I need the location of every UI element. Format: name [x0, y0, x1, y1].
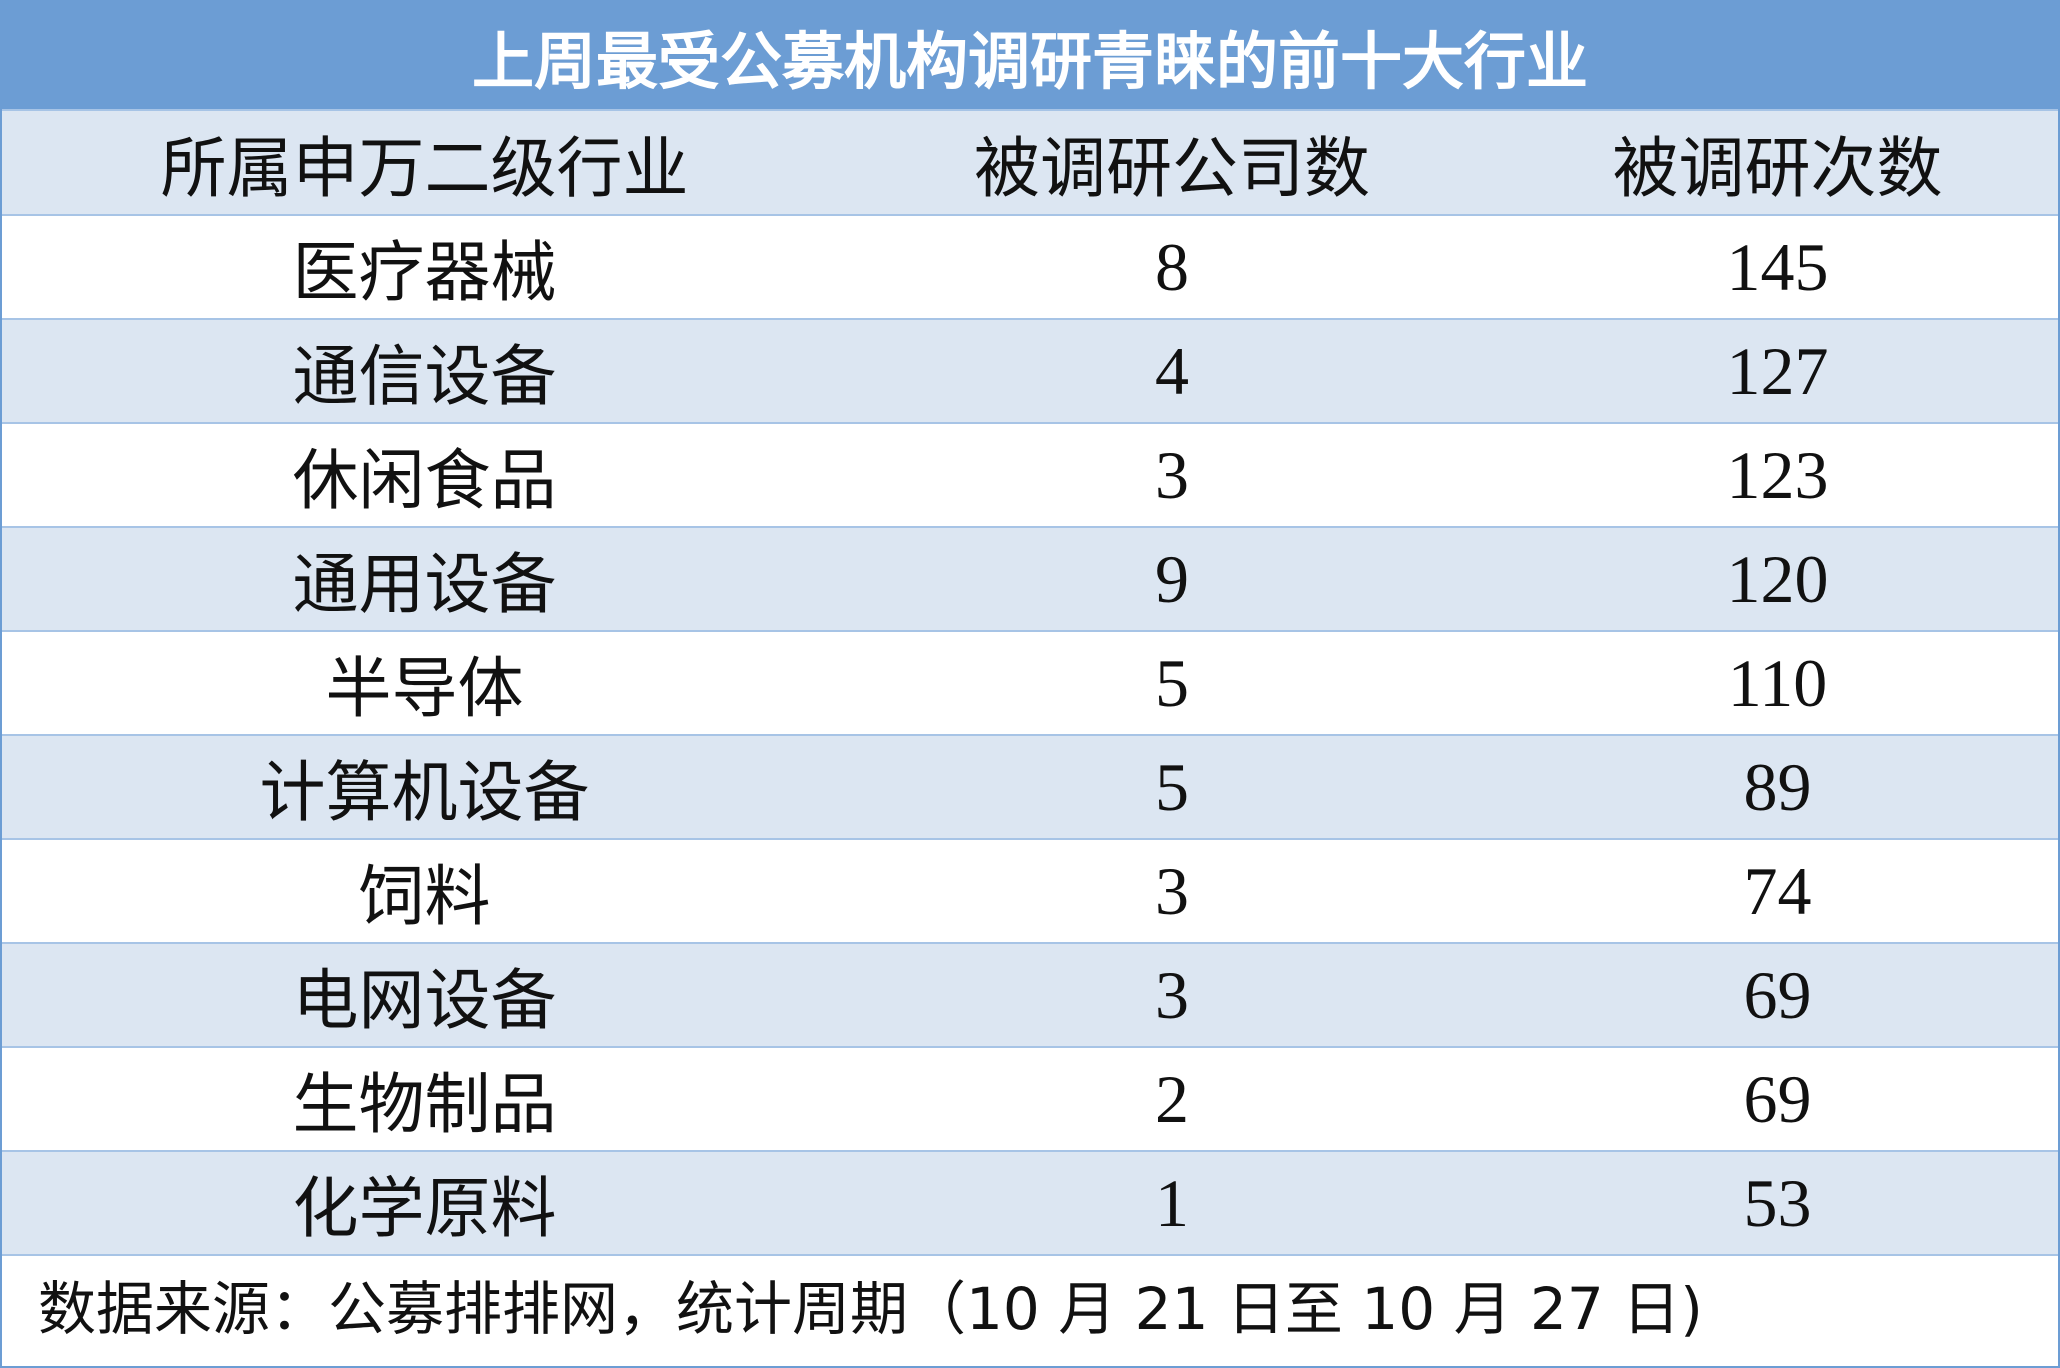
count-cell: 110	[1497, 630, 2058, 735]
count-cell: 5	[847, 630, 1497, 735]
industry-cell: 化学原料	[2, 1150, 847, 1254]
industry-cell: 饲料	[2, 838, 847, 943]
industry-cell: 生物制品	[2, 1046, 847, 1151]
table-row: 饲料 3 74	[2, 838, 2058, 943]
title-row: 上周最受公募机构调研青睐的前十大行业	[2, 2, 2058, 110]
count-cell: 3	[847, 422, 1497, 527]
table-row: 通信设备 4 127	[2, 318, 2058, 423]
table-row: 计算机设备 5 89	[2, 734, 2058, 839]
count-cell: 120	[1497, 526, 2058, 631]
table-row: 医疗器械 8 145	[2, 214, 2058, 319]
count-cell: 53	[1497, 1150, 2058, 1254]
header-row: 所属申万二级行业 被调研公司数 被调研次数	[2, 109, 2058, 215]
column-header: 所属申万二级行业	[2, 109, 847, 215]
count-cell: 145	[1497, 214, 2058, 319]
count-cell: 3	[847, 838, 1497, 943]
count-cell: 1	[847, 1150, 1497, 1254]
table-row: 通用设备 9 120	[2, 526, 2058, 631]
industry-cell: 半导体	[2, 630, 847, 735]
count-cell: 89	[1497, 734, 2058, 839]
count-cell: 69	[1497, 942, 2058, 1047]
count-cell: 69	[1497, 1046, 2058, 1151]
count-cell: 123	[1497, 422, 2058, 527]
industry-cell: 通用设备	[2, 526, 847, 631]
count-cell: 9	[847, 526, 1497, 631]
title: 上周最受公募机构调研青睐的前十大行业	[2, 2, 2058, 110]
table: 上周最受公募机构调研青睐的前十大行业 所属申万二级行业 被调研公司数 被调研次数…	[2, 2, 2058, 1254]
count-cell: 2	[847, 1046, 1497, 1151]
count-cell: 5	[847, 734, 1497, 839]
table-row: 休闲食品 3 123	[2, 422, 2058, 527]
column-header: 被调研次数	[1497, 109, 2058, 215]
industry-cell: 休闲食品	[2, 422, 847, 527]
column-header: 被调研公司数	[847, 109, 1497, 215]
table-row: 生物制品 2 69	[2, 1046, 2058, 1151]
table-row: 半导体 5 110	[2, 630, 2058, 735]
table-row: 化学原料 1 53	[2, 1150, 2058, 1254]
count-cell: 4	[847, 318, 1497, 423]
industry-cell: 通信设备	[2, 318, 847, 423]
count-cell: 3	[847, 942, 1497, 1047]
industry-cell: 计算机设备	[2, 734, 847, 839]
source-note: 数据来源：公募排排网，统计周期（10 月 21 日至 10 月 27 日)	[2, 1254, 2058, 1363]
industry-cell: 电网设备	[2, 942, 847, 1047]
industry-cell: 医疗器械	[2, 214, 847, 319]
count-cell: 8	[847, 214, 1497, 319]
table-row: 电网设备 3 69	[2, 942, 2058, 1047]
count-cell: 127	[1497, 318, 2058, 423]
count-cell: 74	[1497, 838, 2058, 943]
